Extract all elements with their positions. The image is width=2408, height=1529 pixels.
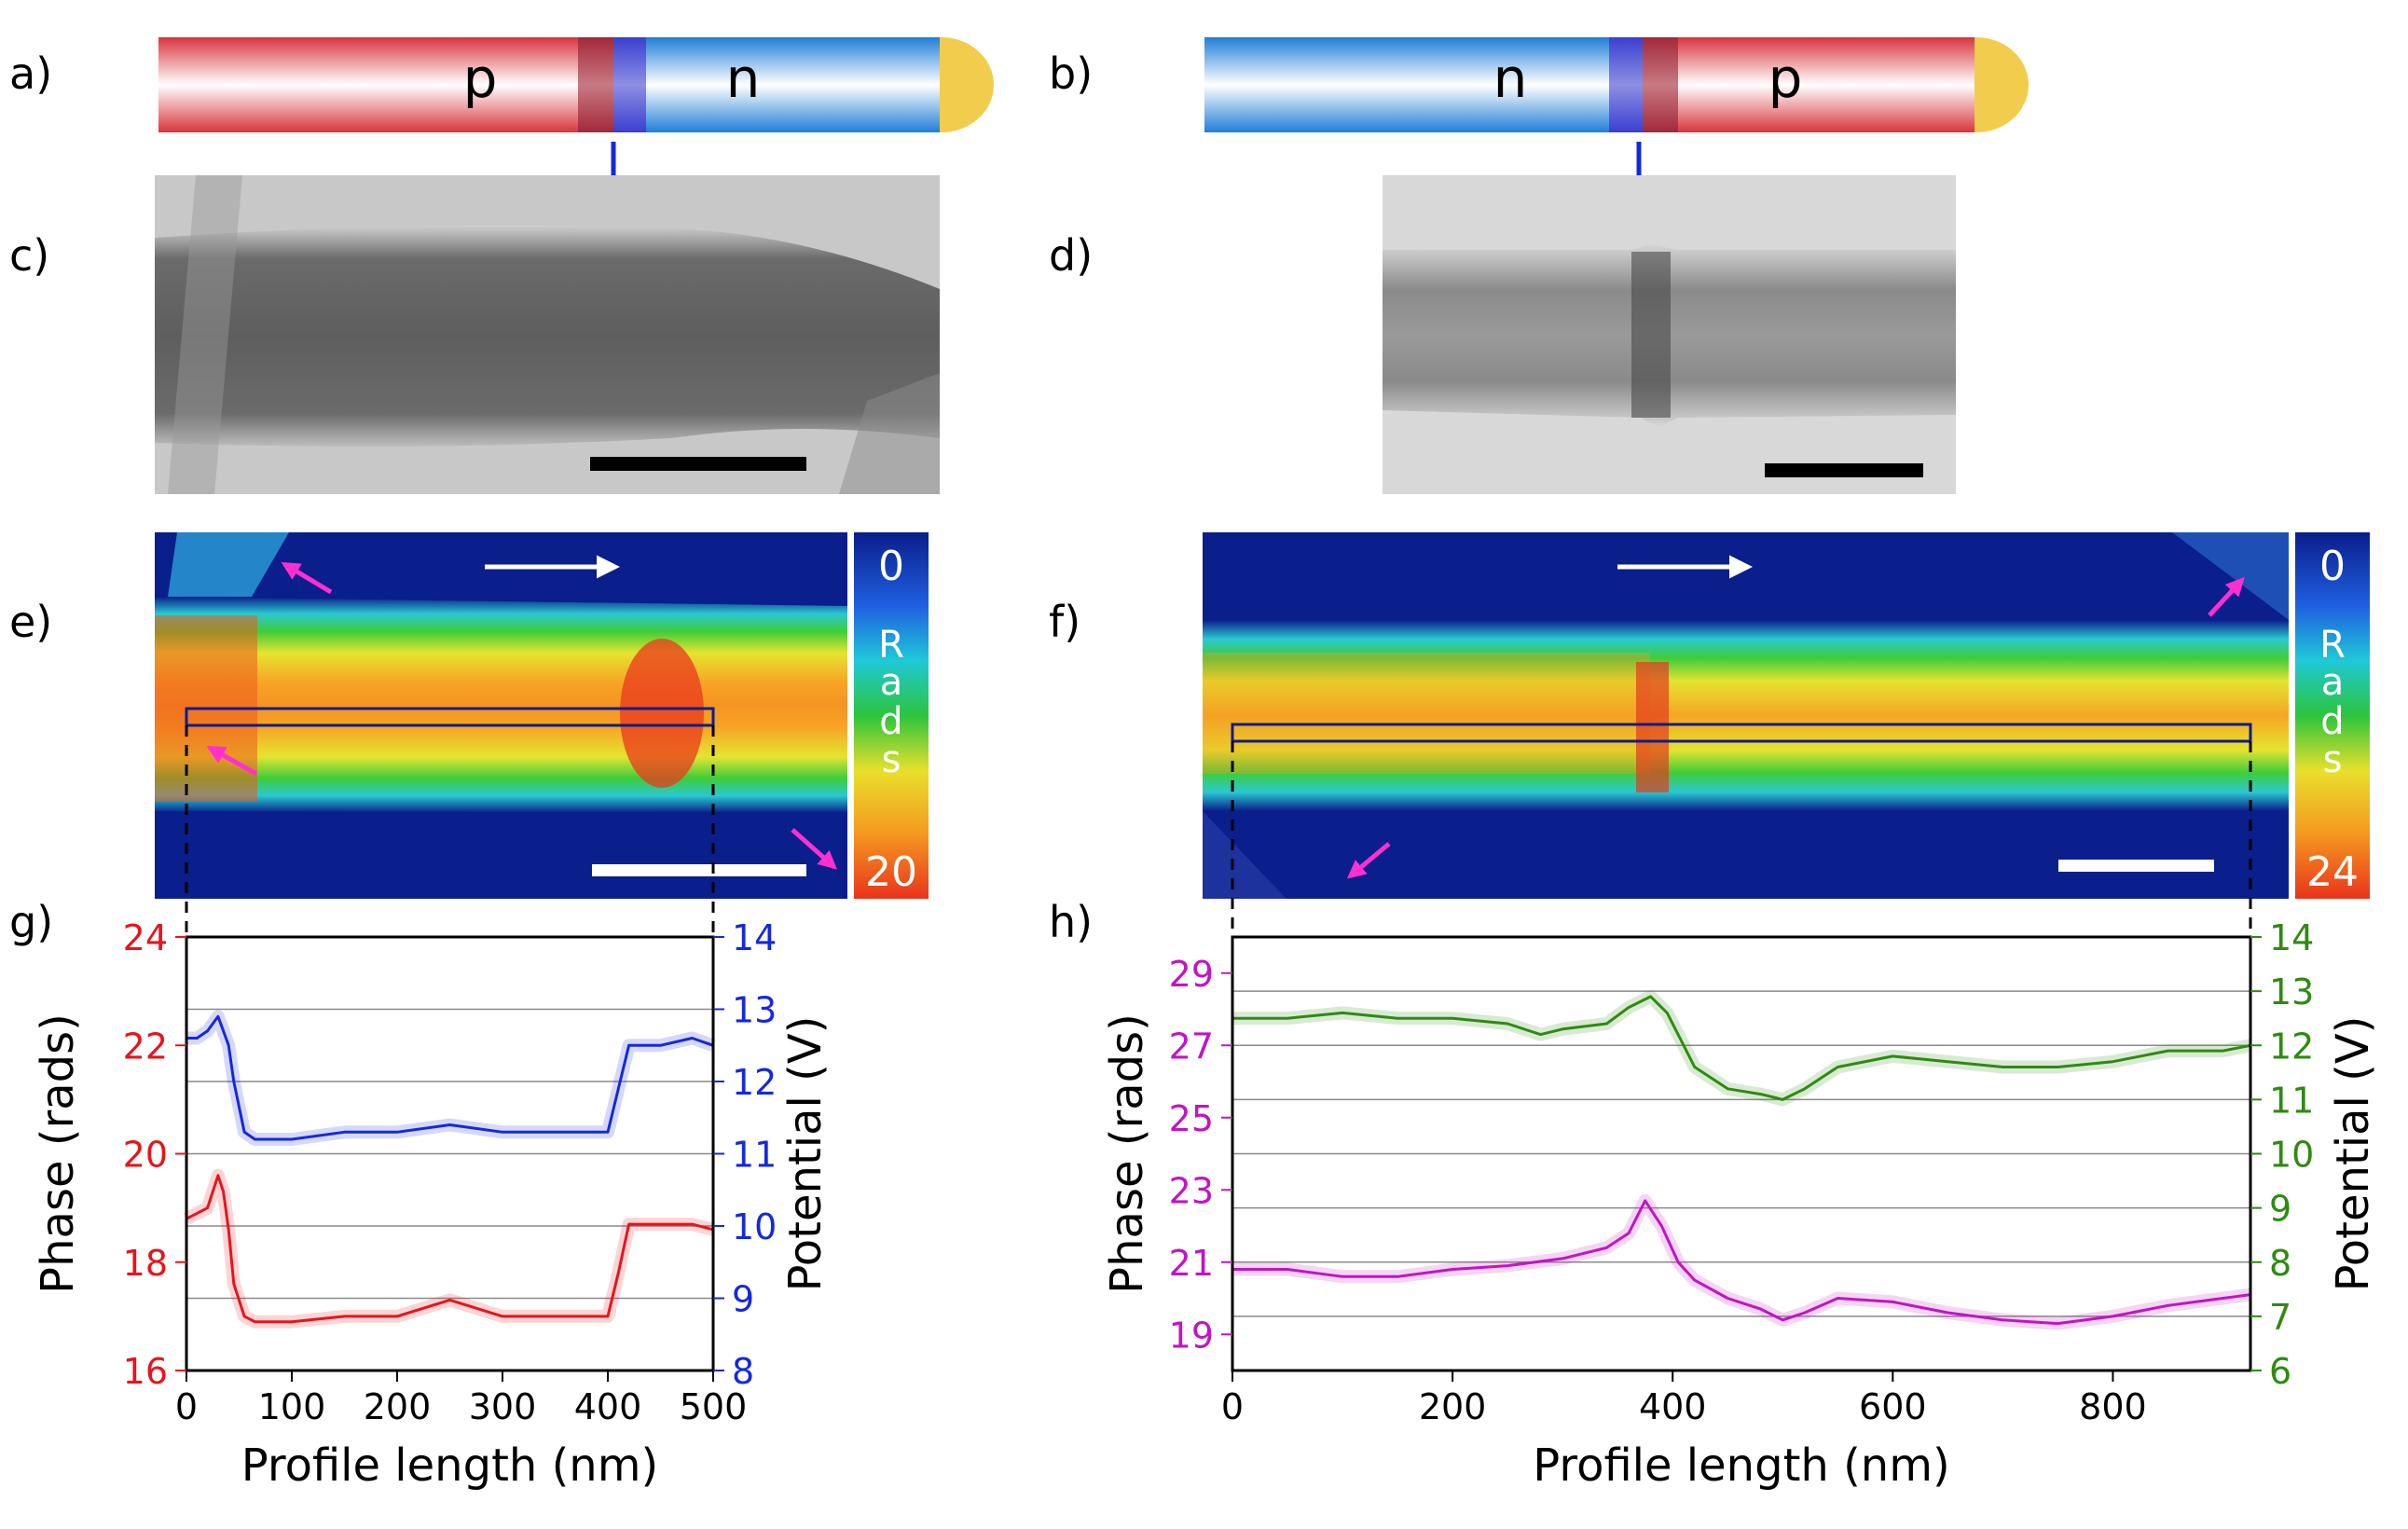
x-axis-label: Profile length (nm) — [241, 1439, 658, 1492]
y-right-axis-label: Potential (V) — [779, 1016, 832, 1292]
scale-bar-c — [590, 457, 806, 471]
y-left-tick-label: 21 — [1169, 1243, 1214, 1284]
highlight-arrow-e2 — [206, 745, 258, 777]
profile-box-f — [1231, 723, 2252, 743]
x-tick-label: 300 — [469, 1386, 537, 1427]
colorbar-f-max: 24 — [2306, 848, 2359, 896]
panel-label-f: f) — [1049, 597, 1080, 647]
y-left-tick-label: 18 — [123, 1243, 168, 1284]
y-left-axis-label: Phase (rads) — [1101, 1013, 1153, 1294]
y-left-tick-label: 29 — [1169, 954, 1214, 995]
y-right-tick-label: 14 — [2269, 917, 2314, 958]
y-left-tick-label: 25 — [1169, 1098, 1214, 1139]
y-left-tick-label: 16 — [123, 1351, 168, 1392]
panel-label-e: e) — [9, 597, 52, 647]
y-left-tick-label: 22 — [123, 1026, 168, 1067]
panel-label-c: c) — [9, 230, 49, 281]
colorbar-f-unit-3: s — [2323, 738, 2343, 781]
y-right-tick-label: 7 — [2269, 1297, 2291, 1338]
highlight-arrow-e1 — [281, 561, 333, 595]
chart-h: 0 200 400 600 800 19 21 23 25 27 29 6 7 8 9 10 11 12 13 14 P… — [1101, 917, 2379, 1492]
scale-bar-d — [1765, 463, 1923, 477]
y-right-tick-label: 13 — [2269, 971, 2314, 1012]
colorbar-f-unit-1: a — [2321, 661, 2345, 704]
x-tick-label: 800 — [2079, 1386, 2147, 1427]
y-right-tick-label: 8 — [2269, 1243, 2291, 1284]
colorbar-e-unit-2: d — [879, 700, 902, 743]
y-right-tick-label: 10 — [732, 1206, 777, 1247]
x-tick-label: 400 — [1639, 1386, 1707, 1427]
panel-label-a: a) — [9, 48, 52, 99]
scale-bar-f — [2058, 860, 2214, 872]
colorbar-e: 0 20 R a d s — [854, 532, 929, 899]
y-right-tick-label: 9 — [732, 1279, 754, 1320]
nanowire-diagram-b: n p — [1204, 37, 2029, 237]
diagram-b-right-label: p — [1768, 47, 1803, 110]
tem-image-c — [155, 175, 940, 494]
guide-lines — [185, 725, 2252, 937]
x-tick-label: 200 — [364, 1386, 432, 1427]
y-right-tick-label: 11 — [732, 1135, 777, 1176]
diagram-b-left-label: n — [1493, 47, 1528, 110]
y-right-tick-label: 14 — [732, 917, 777, 958]
y-left-tick-label: 27 — [1169, 1026, 1214, 1067]
highlight-arrow-f2 — [1346, 842, 1391, 879]
series-line-phase — [1232, 1199, 2251, 1326]
x-tick-label: 600 — [1859, 1386, 1927, 1427]
y-right-tick-label: 10 — [2269, 1135, 2314, 1176]
series-band-potential — [1232, 989, 2252, 1107]
panel-label-g: g) — [9, 897, 53, 947]
x-axis-label: Profile length (nm) — [1533, 1439, 1949, 1492]
series-band-potential — [186, 1010, 716, 1146]
colorbar-e-unit-3: s — [882, 738, 901, 781]
x-tick-label: 100 — [258, 1386, 326, 1427]
y-right-tick-label: 8 — [732, 1351, 754, 1392]
y-right-tick-label: 12 — [732, 1062, 777, 1103]
phase-map-e — [155, 532, 847, 899]
y-right-axis-label: Potential (V) — [2327, 1016, 2379, 1292]
y-right-tick-label: 11 — [2269, 1080, 2314, 1121]
x-tick-label: 200 — [1419, 1386, 1487, 1427]
y-left-axis-label: Phase (rads) — [32, 1013, 84, 1294]
y-left-tick-label: 19 — [1169, 1315, 1214, 1356]
panel-label-b: b) — [1049, 48, 1093, 99]
panel-label-h: h) — [1049, 897, 1093, 947]
series-line-phase — [186, 1174, 714, 1324]
colorbar-f-unit-2: d — [2320, 700, 2344, 743]
profile-box-e — [185, 707, 715, 727]
y-right-tick-label: 9 — [2269, 1189, 2291, 1230]
colorbar-f-unit-0: R — [2319, 624, 2346, 667]
y-left-tick-label: 24 — [123, 917, 168, 958]
colorbar-f: 0 24 R a d s — [2295, 532, 2370, 899]
phase-map-f — [1203, 532, 2289, 899]
x-tick-label: 400 — [574, 1386, 642, 1427]
chart-g: 0 100 200 300 400 500 16 18 20 22 24 8 9 10 11 12 13 14 Pr… — [32, 917, 832, 1492]
series-line-potential — [1232, 995, 2251, 1101]
nanowire-diagram-a: p n — [158, 37, 994, 211]
colorbar-f-min: 0 — [2319, 543, 2346, 590]
colorbar-e-min: 0 — [878, 543, 904, 590]
x-tick-label: 0 — [1221, 1386, 1244, 1427]
scale-bar-e — [592, 864, 806, 876]
colorbar-e-unit-0: R — [878, 624, 904, 667]
tem-image-d — [1383, 175, 1956, 494]
highlight-arrow-e3 — [791, 828, 837, 870]
panel-label-d: d) — [1049, 230, 1093, 281]
y-left-tick-label: 20 — [123, 1135, 168, 1176]
x-tick-label: 500 — [680, 1386, 748, 1427]
colorbar-e-max: 20 — [865, 848, 917, 896]
highlight-arrow-f1 — [2208, 577, 2245, 617]
y-right-tick-label: 13 — [732, 990, 777, 1031]
series-line-potential — [186, 1014, 714, 1141]
y-right-tick-label: 12 — [2269, 1026, 2314, 1067]
y-left-tick-label: 23 — [1169, 1170, 1214, 1211]
x-tick-label: 0 — [175, 1386, 198, 1427]
colorbar-e-unit-1: a — [880, 661, 903, 704]
y-right-tick-label: 6 — [2269, 1351, 2291, 1392]
diagram-a-left-label: p — [463, 47, 498, 110]
diagram-a-right-label: n — [726, 47, 761, 110]
